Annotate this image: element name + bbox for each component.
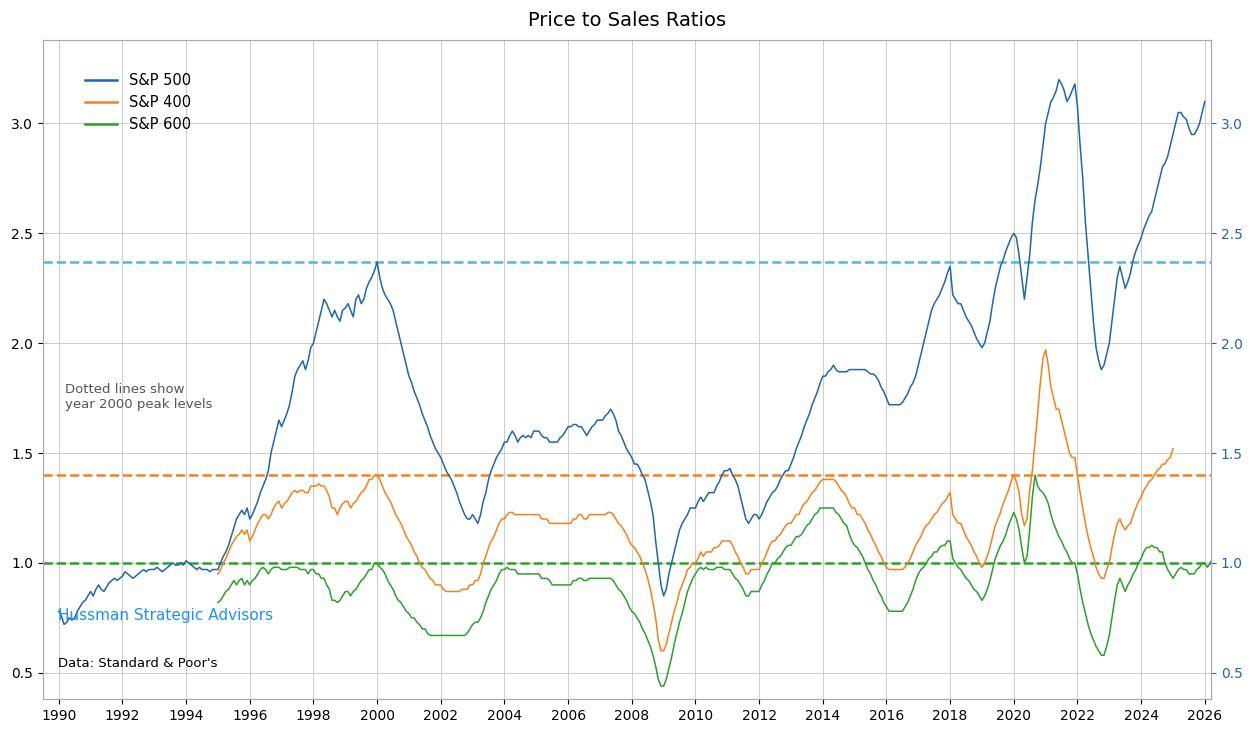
Title: Price to Sales Ratios: Price to Sales Ratios	[528, 11, 726, 30]
Text: Dotted lines show
year 2000 peak levels: Dotted lines show year 2000 peak levels	[65, 382, 213, 411]
Text: Data: Standard & Poor's: Data: Standard & Poor's	[58, 656, 217, 669]
Legend: S&P 500, S&P 400, S&P 600: S&P 500, S&P 400, S&P 600	[79, 67, 197, 138]
Text: Hussman Strategic Advisors: Hussman Strategic Advisors	[58, 608, 273, 623]
